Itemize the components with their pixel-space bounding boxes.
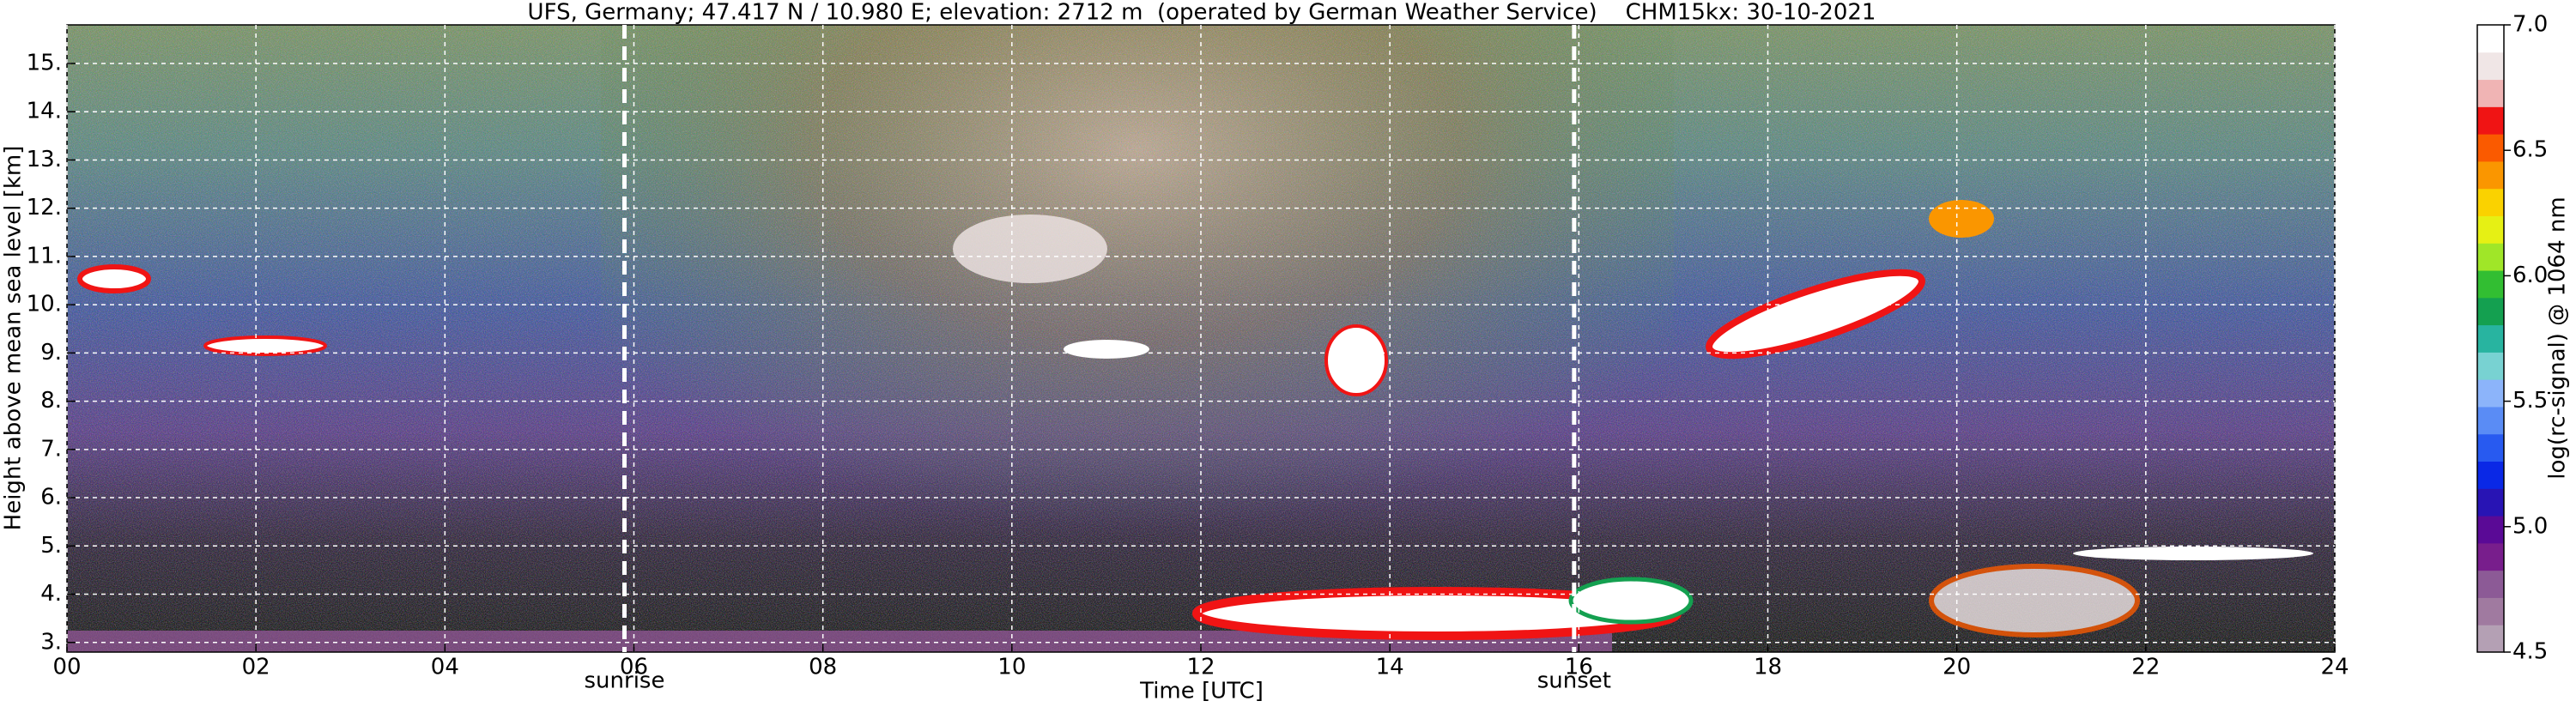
x-tick-label: 04 (431, 655, 459, 680)
y-tick-label: 11. (27, 243, 62, 269)
x-tick-label: 22 (2131, 655, 2160, 680)
colorbar-tick-label: 7.0 (2512, 12, 2548, 38)
y-tick-label: 3. (40, 629, 62, 655)
colorbar-label: log(rc-signal) @ 1064 nm (2545, 196, 2571, 479)
colorbar-swatch (2477, 625, 2504, 653)
colorbar-swatch (2477, 134, 2504, 162)
y-tick-label: 10. (27, 292, 62, 317)
y-tick-label: 12. (27, 195, 62, 221)
colorbar-swatch (2477, 461, 2504, 489)
x-tick-label: 20 (1943, 655, 1971, 680)
x-tick-label: 24 (2320, 655, 2349, 680)
x-tick-label: 10 (997, 655, 1026, 680)
y-axis-label: Height above mean sea level [km] (1, 146, 27, 531)
colorbar-swatch (2477, 25, 2504, 53)
colorbar-tick-label: 5.5 (2512, 388, 2548, 414)
y-tick-label: 15. (27, 50, 62, 76)
x-tick-label: 02 (242, 655, 270, 680)
colorbar-swatch (2477, 597, 2504, 625)
y-tick-label: 7. (40, 436, 62, 462)
x-tick-label: 06 (620, 655, 648, 680)
x-tick-label: 12 (1186, 655, 1215, 680)
colorbar-swatch (2477, 570, 2504, 598)
chart-title: UFS, Germany; 47.417 N / 10.980 E; eleva… (528, 0, 1876, 26)
x-tick-label: 18 (1754, 655, 1782, 680)
x-tick-label: 00 (52, 655, 81, 680)
colorbar-swatch (2477, 542, 2504, 571)
y-tick-label: 13. (27, 147, 62, 172)
colorbar-swatch (2477, 188, 2504, 216)
colorbar-swatch (2477, 324, 2504, 353)
colorbar-tick-label: 5.0 (2512, 513, 2548, 539)
colorbar-swatch (2477, 488, 2504, 517)
colorbar-tick-label: 6.5 (2512, 137, 2548, 163)
colorbar-swatch (2477, 160, 2504, 190)
colorbar-swatch (2477, 433, 2504, 462)
colorbar-swatch (2477, 516, 2504, 544)
colorbar-frame (2476, 24, 2505, 653)
y-tick-label: 5. (40, 533, 62, 559)
colorbar-swatch (2477, 215, 2504, 244)
y-tick-label: 8. (40, 388, 62, 414)
annotation-label: sunset (1537, 668, 1611, 694)
colorbar-swatch (2477, 352, 2504, 380)
y-tick-label: 4. (40, 581, 62, 607)
y-tick-label: 6. (40, 485, 62, 511)
colorbar-swatch (2477, 106, 2504, 135)
colorbar-swatch (2477, 406, 2504, 435)
colorbar-swatch (2477, 51, 2504, 81)
x-tick-label: 16 (1565, 655, 1593, 680)
colorbar-swatch (2477, 79, 2504, 107)
y-tick-label: 14. (27, 99, 62, 124)
colorbar-swatch (2477, 270, 2504, 299)
x-axis-label: Time [UTC] (1139, 679, 1264, 704)
y-tick-label: 9. (40, 340, 62, 366)
colorbar-swatch (2477, 379, 2504, 408)
colorbar-tick-label: 4.5 (2512, 639, 2548, 665)
colorbar-swatch (2477, 243, 2504, 271)
colorbar-swatch (2477, 297, 2504, 326)
annotation-label: sunrise (585, 668, 665, 694)
x-tick-label: 08 (809, 655, 837, 680)
x-tick-label: 14 (1376, 655, 1404, 680)
colorbar-tick-label: 6.0 (2512, 263, 2548, 288)
